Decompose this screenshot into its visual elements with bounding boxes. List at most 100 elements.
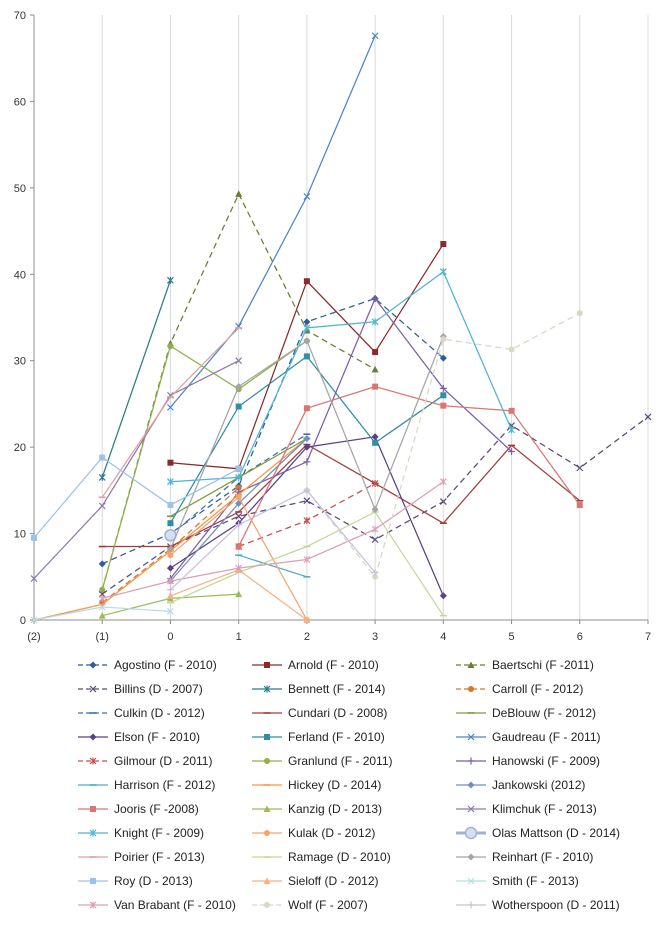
marker-point [576,464,584,472]
series-line [306,312,581,579]
x-tick-label: 5 [508,631,514,643]
legend-label: Sieloff (D - 2012) [288,874,379,888]
marker-point [508,426,515,434]
series-line [169,489,376,591]
marker-legend [468,686,474,692]
series-line [169,35,376,408]
marker-point [371,568,379,576]
marker-point [371,294,379,302]
marker-point [576,502,583,509]
legend-label: Wolf (F - 2007) [288,898,368,912]
marker-legend [90,806,96,812]
y-tick-label: 0 [20,615,26,627]
legend-entry: Jooris (F -2008) [78,802,199,816]
marker-point [303,556,311,563]
marker-point [99,454,106,461]
marker-point [508,447,516,455]
marker-legend [467,853,475,861]
legend-label: Klimchuk (F - 2013) [492,802,597,816]
marker-point [167,607,174,615]
marker-point [235,590,243,598]
x-tick-label: 1 [236,631,242,643]
legend-entry: Roy (D - 2013) [78,874,193,888]
legend-entry: Klimchuk (F - 2013) [456,802,597,816]
series-line [33,456,239,539]
marker-point [235,521,243,529]
marker-point [235,357,243,365]
marker-point [439,592,447,600]
legend-entry: Gaudreau (F - 2011) [456,730,601,744]
legend-entry: Gilmour (D - 2011) [78,754,212,768]
y-tick-label: 20 [14,442,26,454]
legend-entry: Hanowski (F - 2009) [456,754,600,768]
legend-entry: Knight (F - 2009) [78,826,204,840]
legend-entry: Kanzig (D - 2013) [252,802,382,816]
legend-entry: Cundari (D - 2008) [252,706,387,720]
marker-legend [467,757,475,765]
legend-label: Knight (F - 2009) [114,826,204,840]
legend-label: Ramage (D - 2010) [288,850,391,864]
marker-point [235,383,243,391]
legend-entry: Bennett (F - 2014) [252,682,385,696]
marker-point [440,336,447,343]
legend-entry: Ferland (F - 2010) [252,730,385,744]
series-layer [30,32,652,624]
x-tick-label: (2) [27,631,40,643]
legend-label: Ferland (F - 2010) [288,730,385,744]
legend-label: Jooris (F -2008) [114,802,199,816]
series-line [102,481,444,600]
marker-legend [90,878,96,884]
marker-point [167,403,174,411]
marker-point [371,365,379,373]
marker-point [98,502,106,510]
marker-point [31,534,37,541]
marker-point [303,324,311,332]
marker-point [98,594,106,602]
marker-legend [467,805,475,813]
marker-point [98,560,106,568]
marker-point [371,536,379,544]
marker-point [235,403,242,410]
marker-point [98,603,106,611]
marker-legend [467,901,475,909]
marker-point [508,346,515,353]
legend-label: Elson (F - 2010) [114,730,200,744]
marker-point [439,268,447,276]
legend-entry: Elson (F - 2010) [78,730,200,744]
x-tick-label: 0 [167,631,173,643]
series-line [169,433,308,536]
legend-entry: Wotherspoon (D - 2011) [456,898,620,912]
marker-point [303,435,311,442]
legend-label: Harrison (F - 2012) [114,778,215,792]
legend-label: Agostino (F - 2010) [114,658,217,672]
marker-point [303,517,311,525]
marker-point [167,459,174,466]
marker-point [303,193,311,200]
marker-point [167,276,174,284]
marker-point [167,520,174,527]
series-line [101,340,308,590]
legend-label: Wotherspoon (D - 2011) [492,898,620,912]
legend-label: Hickey (D - 2014) [288,778,381,792]
legend-entry: Baertschi (F -2011) [456,658,594,672]
marker-legend [263,685,271,693]
legend-entry: Kulak (D - 2012) [252,826,375,840]
marker-legend [467,733,475,741]
series-11 [167,32,379,411]
marker-point [576,310,583,317]
legend-label: Gaudreau (F - 2011) [492,730,601,744]
series-4 [98,276,174,481]
legend-entry: Granlund (F - 2011) [252,754,393,768]
marker-point [508,407,515,414]
series-line [169,297,513,579]
series-line [238,554,308,578]
legend-label: Carroll (F - 2012) [492,682,583,696]
marker-point [166,586,174,594]
legend-label: Van Brabant (F - 2010) [114,898,236,912]
marker-point [235,512,243,520]
series-9 [166,433,447,600]
legend-layer: Agostino (F - 2010) Arnold (F - 2010) Baer… [78,658,620,912]
legend-entry: Sieloff (D - 2012) [252,874,379,888]
legend-label: Smith (F - 2013) [492,874,579,888]
